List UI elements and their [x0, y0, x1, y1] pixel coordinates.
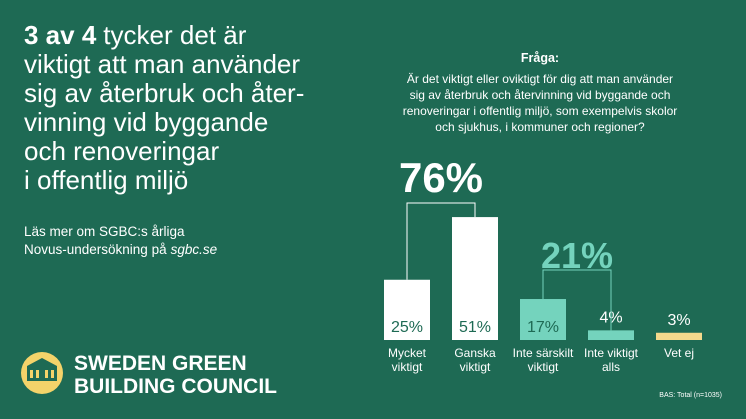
value-label: 3%: [667, 312, 690, 329]
annotation-bracket: [542, 269, 612, 331]
headline-line: viktigt att man använder: [24, 49, 300, 79]
footnote: BAS: Total (n=1035): [659, 392, 722, 399]
category-label-box: Inte särskilt viktigt: [512, 346, 574, 374]
headline-emphasis: 3 av 4: [24, 20, 97, 50]
headline-line: vinning vid byggande: [24, 107, 268, 137]
headline-line: och renoveringar: [24, 136, 219, 166]
logo-text: SWEDEN GREEN: [74, 352, 247, 375]
read-more-text: Novus-undersökning på: [24, 242, 167, 257]
headline-text: tycker det är: [103, 20, 246, 50]
headline-line: i offentlig miljö: [24, 165, 188, 195]
logo-text: BUILDING COUNCIL: [74, 375, 277, 398]
category-label: Ganska viktigt: [454, 346, 496, 374]
headline-line: 3 av 4 tycker det är: [24, 20, 247, 50]
category-label-box: Vet ej: [663, 346, 695, 360]
bar: [384, 279, 430, 340]
question-text: och sjukhus, i kommuner och regioner?: [435, 120, 645, 134]
value-label: 25%: [391, 319, 423, 336]
category-label: Inte särskilt viktigt: [512, 346, 574, 374]
question-text: Är det viktigt eller oviktigt för dig at…: [407, 72, 673, 86]
annotation-label: 76%: [399, 154, 483, 201]
annotation-label: 21%: [541, 235, 613, 276]
question-label: Fråga:: [521, 51, 559, 65]
bar: [452, 217, 498, 340]
value-label: 17%: [527, 319, 559, 336]
category-label: Mycket viktigt: [387, 346, 426, 374]
category-label-box: Ganska viktigt: [454, 346, 496, 374]
read-more: Läs mer om SGBC:s årliga: [24, 224, 185, 239]
headline-line: sig av återbruk och åter-: [24, 78, 304, 108]
annotation-bracket: [406, 202, 476, 280]
read-more: Novus-undersökning på sgbc.se: [24, 242, 217, 257]
category-label-box: Mycket viktigt: [387, 346, 426, 374]
bar: [588, 330, 634, 340]
category-label: Inte viktigt alls: [583, 346, 639, 374]
question-text: renoveringar i offentlig miljö, som exem…: [403, 104, 678, 118]
value-label: 51%: [459, 319, 491, 336]
category-label-box: Inte viktigt alls: [583, 346, 639, 374]
read-more-link: sgbc.se: [171, 242, 218, 257]
question-text: sig av återbruk och återvinning vid bygg…: [410, 88, 671, 102]
category-label: Vet ej: [663, 346, 695, 360]
bar: [656, 332, 702, 340]
bar: [520, 299, 566, 340]
read-more-text: Läs mer om SGBC:s årliga: [24, 224, 185, 239]
logo-icon: [21, 352, 63, 394]
